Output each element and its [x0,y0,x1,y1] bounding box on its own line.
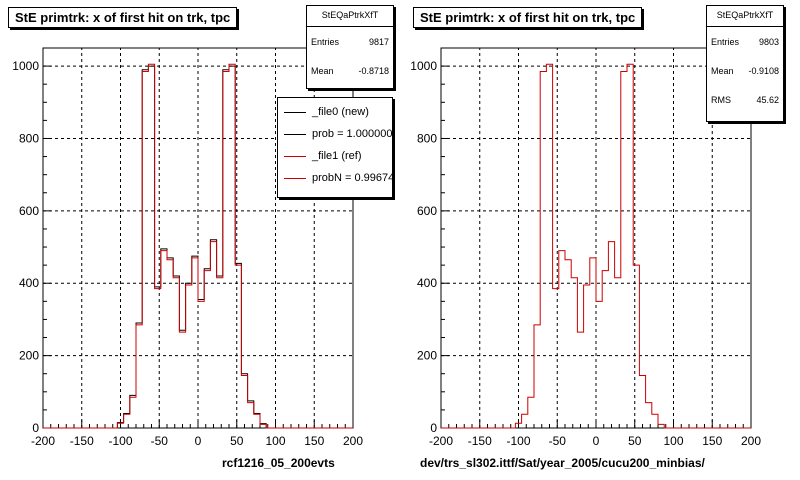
chart0-ytick-label-2: 400 [19,276,39,290]
chart1-xtick-label-3: -50 [549,434,567,448]
chart0-ytick-label-3: 600 [19,204,39,218]
chart0-xtick-label-1: -150 [70,434,94,448]
chart0-xtick-label-0: -200 [31,434,55,448]
chart1-xtick-label-1: -150 [468,434,492,448]
legend-line-file0 [284,111,306,113]
right-x-axis-label: dev/trs_sl302.ittf/Sat/year_2005/cucu200… [420,456,705,470]
left-stats-box: StEQaPtrkXfT Entries 9817 Mean -0.8718 [306,5,394,89]
legend-label-file0: _file0 (new) [312,106,369,118]
right-entries-value: 9803 [758,36,779,47]
chart1-ytick-label-0: 0 [430,421,437,435]
legend-entry-probn: probN = 0.996749 [278,167,392,189]
chart1-xtick-label-7: 150 [702,434,722,448]
left-stats-entries-row: Entries 9817 [307,27,393,56]
chart1-xtick-label-5: 50 [628,434,642,448]
left-chart-title: StE primtrk: x of first hit on trk, tpc [8,7,238,28]
legend-line-probn [284,177,306,179]
right-entries-label: Entries [711,36,740,47]
chart1-ytick-label-3: 600 [417,204,437,218]
chart1-series-0 [441,63,751,429]
right-stats-entries-row: Entries 9803 [707,27,783,56]
chart0-xtick-label-8: 200 [343,434,363,448]
left-x-axis-label: rcf1216_05_200evts [222,456,335,470]
left-mean-label: Mean [311,65,334,76]
chart1-xtick-label-8: 200 [741,434,761,448]
right-mean-label: Mean [711,65,734,76]
legend-entry-file1: _file1 (ref) [278,145,392,167]
chart0-xtick-label-6: 100 [265,434,285,448]
right-stats-name: StEQaPtrkXfT [707,6,783,27]
chart0-ytick-label-4: 800 [19,131,39,145]
chart0-xtick-label-5: 50 [230,434,244,448]
right-title-text: StE primtrk: x of first hit on trk, tpc [420,10,636,25]
right-stats-mean-row: Mean -0.9108 [707,56,783,85]
chart0-xtick-label-4: 0 [195,434,202,448]
right-mean-value: -0.9108 [748,65,779,76]
chart0-xtick-label-7: 150 [304,434,324,448]
left-stats-mean-row: Mean -0.8718 [307,56,393,85]
right-rms-label: RMS [711,94,731,105]
chart0-series-1 [43,63,353,429]
left-mean-value: -0.8718 [358,65,389,76]
right-chart-title: StE primtrk: x of first hit on trk, tpc [413,7,643,28]
left-title-text: StE primtrk: x of first hit on trk, tpc [15,10,231,25]
chart0-xtick-label-3: -50 [151,434,169,448]
legend-line-file1 [284,155,306,157]
chart1-xtick-label-2: -100 [506,434,530,448]
chart1-xtick-label-0: -200 [429,434,453,448]
legend-label-prob: prob = 1.000000 [312,128,393,140]
chart0-ytick-label-1: 200 [19,349,39,363]
chart1-ytick-label-1: 200 [417,349,437,363]
chart1-ytick-label-5: 1000 [410,59,437,73]
right-stats-rms-row: RMS 45.62 [707,85,783,114]
legend-line-prob [284,133,306,135]
chart1-ytick-label-4: 800 [417,131,437,145]
left-entries-value: 9817 [368,36,389,47]
chart0-ytick-label-0: 0 [32,421,39,435]
left-entries-label: Entries [311,36,340,47]
left-legend: _file0 (new) prob = 1.000000 _file1 (ref… [277,97,393,198]
legend-label-file1: _file1 (ref) [312,150,362,162]
legend-entry-file0: _file0 (new) [278,101,392,123]
chart1-plot-frame [440,47,752,429]
chart0-ytick-label-5: 1000 [12,59,39,73]
legend-entry-prob: prob = 1.000000 [278,123,392,145]
chart0-xtick-label-2: -100 [108,434,132,448]
left-stats-name: StEQaPtrkXfT [307,6,393,27]
chart1-xtick-label-6: 100 [663,434,683,448]
right-rms-value: 45.62 [756,94,779,105]
legend-label-probn: probN = 0.996749 [312,172,393,184]
chart1-ytick-label-2: 400 [417,276,437,290]
right-stats-box: StEQaPtrkXfT Entries 9803 Mean -0.9108 R… [706,5,784,122]
chart1-xtick-label-4: 0 [593,434,600,448]
